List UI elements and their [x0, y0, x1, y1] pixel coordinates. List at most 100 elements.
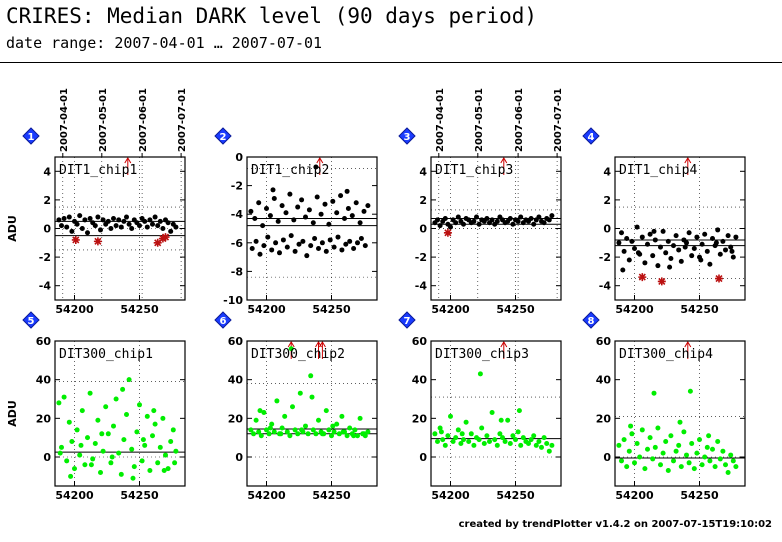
data-point	[621, 437, 627, 443]
data-point	[108, 460, 114, 466]
data-point	[99, 431, 105, 437]
y-tick-label: 0	[235, 451, 243, 464]
data-point	[484, 433, 490, 439]
data-point	[678, 258, 684, 264]
data-point	[105, 218, 111, 224]
data-point	[437, 223, 443, 229]
data-point	[347, 238, 353, 244]
event-marker-head	[500, 341, 508, 348]
y-tick-label: 20	[228, 412, 244, 425]
data-point	[69, 228, 75, 234]
data-point	[142, 218, 148, 224]
data-point	[299, 197, 305, 203]
outlier-point	[657, 277, 666, 286]
data-point	[258, 433, 264, 439]
data-point	[82, 217, 88, 223]
data-point	[85, 230, 90, 236]
data-point	[645, 446, 650, 452]
data-point	[113, 396, 119, 402]
data-point	[98, 227, 103, 233]
data-point	[85, 435, 90, 441]
data-point	[340, 429, 346, 435]
data-point	[531, 433, 537, 439]
data-point	[635, 250, 641, 256]
panel-index-number: 7	[404, 316, 411, 327]
data-point	[487, 439, 492, 445]
data-point	[79, 226, 85, 231]
x-tick-label: 54200	[55, 489, 94, 502]
data-point	[528, 215, 534, 221]
data-point	[707, 261, 713, 267]
data-point	[362, 243, 368, 249]
y-tick-label: 40	[596, 374, 612, 387]
data-point	[347, 425, 353, 431]
data-point	[88, 462, 94, 468]
data-point	[510, 221, 516, 227]
data-point	[131, 464, 137, 470]
data-point	[251, 431, 256, 437]
data-point	[624, 236, 630, 242]
panel-title: DIT1_chip1	[59, 163, 137, 178]
data-point	[161, 468, 167, 474]
data-point	[706, 433, 712, 439]
data-point	[453, 435, 459, 441]
data-point	[130, 475, 136, 481]
data-point	[59, 444, 64, 450]
data-point	[90, 456, 96, 462]
data-point	[256, 200, 262, 206]
data-point	[266, 431, 272, 437]
data-point	[297, 390, 303, 396]
data-point	[663, 250, 669, 256]
data-point	[165, 220, 171, 226]
data-point	[442, 442, 448, 448]
data-point	[549, 213, 555, 219]
data-point	[147, 468, 153, 474]
data-point	[477, 371, 483, 377]
y-tick-label: -2	[415, 251, 427, 264]
data-point	[528, 437, 534, 443]
data-point	[284, 429, 290, 435]
data-point	[160, 415, 166, 421]
data-point	[92, 440, 98, 446]
plot-panel-5: 0 20 40 60 54200 54250 DIT300_chip1 ADU 5	[6, 311, 186, 502]
data-point	[326, 221, 332, 227]
data-point	[694, 450, 700, 456]
y-tick-label: 0	[235, 151, 243, 164]
panel-index-badge	[582, 311, 600, 329]
data-point	[715, 439, 721, 445]
data-point	[74, 427, 80, 433]
data-point	[78, 442, 84, 448]
data-point	[264, 205, 269, 211]
plot-frame	[614, 340, 746, 487]
data-point	[265, 234, 271, 240]
x-tick-label: 54250	[680, 303, 719, 316]
data-point	[79, 408, 85, 414]
data-point	[658, 462, 663, 468]
data-point	[619, 230, 624, 236]
data-point	[699, 241, 705, 247]
data-point	[484, 215, 490, 221]
date-tick-label: 2007-06-01	[514, 88, 525, 152]
data-point	[516, 408, 522, 414]
data-point	[283, 210, 289, 216]
data-point	[616, 240, 622, 246]
data-point	[126, 377, 132, 383]
panel-index-badge	[214, 127, 232, 145]
date-range-subtitle: date range: 2007-04-01 … 2007-07-01	[6, 34, 323, 52]
x-tick-label: 54250	[496, 489, 535, 502]
data-point	[544, 440, 550, 446]
data-point	[453, 220, 459, 226]
data-point	[95, 214, 101, 220]
data-point	[492, 437, 498, 443]
panel-index-number: 4	[588, 132, 595, 143]
data-point	[109, 454, 115, 460]
data-point	[655, 425, 661, 431]
data-point	[445, 433, 451, 439]
x-tick-label: 54250	[120, 303, 159, 316]
data-point	[157, 444, 163, 450]
data-point	[466, 439, 472, 445]
data-point	[650, 456, 656, 462]
data-point	[667, 264, 673, 270]
data-point	[278, 431, 284, 437]
data-point	[248, 208, 254, 214]
